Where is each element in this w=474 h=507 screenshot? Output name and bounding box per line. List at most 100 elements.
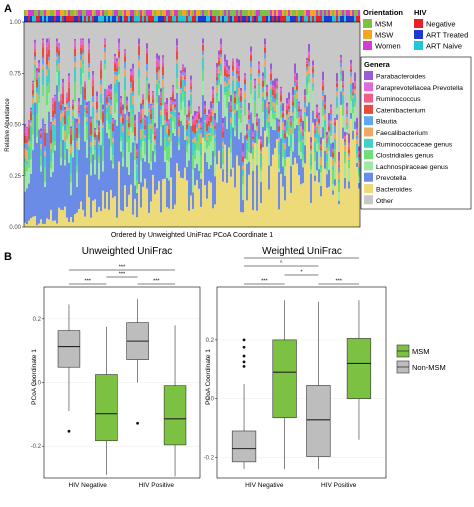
bar-segment bbox=[42, 118, 45, 224]
bar-segment-other bbox=[320, 22, 323, 138]
genus-swatch bbox=[364, 127, 373, 137]
bar-segment bbox=[256, 113, 259, 117]
bar-segment bbox=[326, 141, 329, 143]
bar-segment bbox=[352, 130, 355, 140]
bar-segment bbox=[98, 179, 101, 207]
genus-label: Clostridiales genus bbox=[376, 153, 434, 160]
bar-segment bbox=[94, 129, 97, 132]
bar-segment-other bbox=[228, 22, 231, 66]
bar-segment bbox=[198, 119, 201, 124]
bar-segment bbox=[296, 80, 299, 82]
bar-segment bbox=[156, 61, 159, 67]
annotation-hiv bbox=[208, 16, 211, 22]
bar-segment bbox=[348, 181, 351, 189]
annotation-orientation bbox=[352, 10, 355, 16]
bar-segment-other bbox=[224, 22, 227, 55]
bar-segment bbox=[50, 125, 53, 130]
bar-segment bbox=[44, 186, 47, 224]
annotation-hiv bbox=[128, 16, 131, 22]
bar-segment-other bbox=[30, 22, 33, 108]
bar-segment-other bbox=[158, 22, 161, 56]
bar-segment bbox=[280, 101, 283, 103]
bar-segment bbox=[50, 168, 53, 177]
bar-segment bbox=[224, 66, 227, 69]
bar-segment bbox=[104, 38, 107, 40]
bar-segment bbox=[38, 71, 41, 74]
annotation-hiv bbox=[218, 16, 221, 22]
bar-segment bbox=[120, 116, 123, 123]
bar-segment bbox=[114, 119, 117, 197]
bar-segment bbox=[252, 170, 255, 210]
bar-segment-other bbox=[316, 22, 319, 105]
bar-segment bbox=[226, 59, 229, 67]
bar-segment bbox=[34, 81, 37, 103]
bar-segment bbox=[190, 92, 193, 95]
bar-segment bbox=[316, 143, 319, 152]
bar-segment bbox=[178, 149, 181, 172]
bar-segment bbox=[138, 44, 141, 46]
bar-segment bbox=[210, 165, 213, 183]
bar-segment bbox=[280, 173, 283, 227]
bar-segment bbox=[248, 102, 251, 111]
bar-segment bbox=[188, 160, 191, 211]
bar-segment-other bbox=[220, 22, 223, 39]
annotation-hiv bbox=[112, 16, 115, 22]
bar-segment bbox=[352, 94, 355, 97]
bar-segment-other bbox=[328, 22, 331, 113]
bar-segment bbox=[192, 142, 195, 156]
bar-segment bbox=[268, 165, 271, 190]
annotation-orientation bbox=[76, 10, 79, 16]
bar-segment bbox=[272, 85, 275, 87]
bar-segment bbox=[222, 126, 225, 132]
bar-segment bbox=[246, 132, 249, 135]
bar-segment bbox=[270, 69, 273, 73]
bar-segment bbox=[326, 131, 329, 136]
bar-segment bbox=[40, 128, 43, 132]
annotation-hiv bbox=[322, 16, 325, 22]
bar-segment bbox=[326, 135, 329, 138]
annotation-orientation bbox=[312, 10, 315, 16]
bar-segment bbox=[192, 192, 195, 209]
annotation-orientation bbox=[258, 10, 261, 16]
annotation-orientation bbox=[168, 10, 171, 16]
bar-segment bbox=[140, 161, 143, 183]
annotation-orientation bbox=[358, 10, 361, 16]
bar-segment bbox=[228, 79, 231, 84]
bar-segment-other bbox=[180, 22, 183, 71]
bar-segment bbox=[284, 133, 287, 139]
bar-segment-other bbox=[292, 22, 295, 87]
bar-segment bbox=[300, 122, 303, 127]
bar-segment bbox=[194, 124, 197, 134]
annotation-orientation bbox=[62, 10, 65, 16]
bar-segment-other bbox=[238, 22, 241, 60]
bar-segment bbox=[94, 150, 97, 161]
bar-segment bbox=[182, 69, 185, 72]
bar-segment bbox=[356, 143, 359, 155]
annotation-hiv bbox=[196, 16, 199, 22]
y-tick-label: 0.50 bbox=[9, 123, 21, 129]
annotation-orientation bbox=[294, 10, 297, 16]
bar-segment bbox=[242, 176, 245, 185]
bar-segment bbox=[206, 121, 209, 124]
bar-segment bbox=[192, 115, 195, 120]
bar-segment bbox=[332, 159, 335, 167]
bar-segment bbox=[358, 150, 361, 154]
bar-segment bbox=[52, 152, 55, 173]
bar-segment bbox=[286, 115, 289, 121]
bar-segment bbox=[140, 123, 143, 130]
annotation-orientation bbox=[206, 10, 209, 16]
bar-segment bbox=[38, 67, 41, 69]
bar-segment bbox=[96, 212, 99, 227]
annotation-orientation bbox=[274, 10, 277, 16]
annotation-orientation bbox=[310, 10, 313, 16]
bar-segment bbox=[188, 112, 191, 118]
bar-segment-other bbox=[294, 22, 297, 64]
bar-segment bbox=[322, 80, 325, 83]
bar-segment bbox=[108, 104, 111, 125]
bar-segment bbox=[282, 157, 285, 167]
annotation-orientation bbox=[356, 10, 359, 16]
bar-segment bbox=[138, 59, 141, 69]
genus-label: Ruminococcaceae genus bbox=[376, 141, 453, 148]
bar-segment bbox=[302, 139, 305, 142]
bar-segment bbox=[166, 207, 169, 227]
